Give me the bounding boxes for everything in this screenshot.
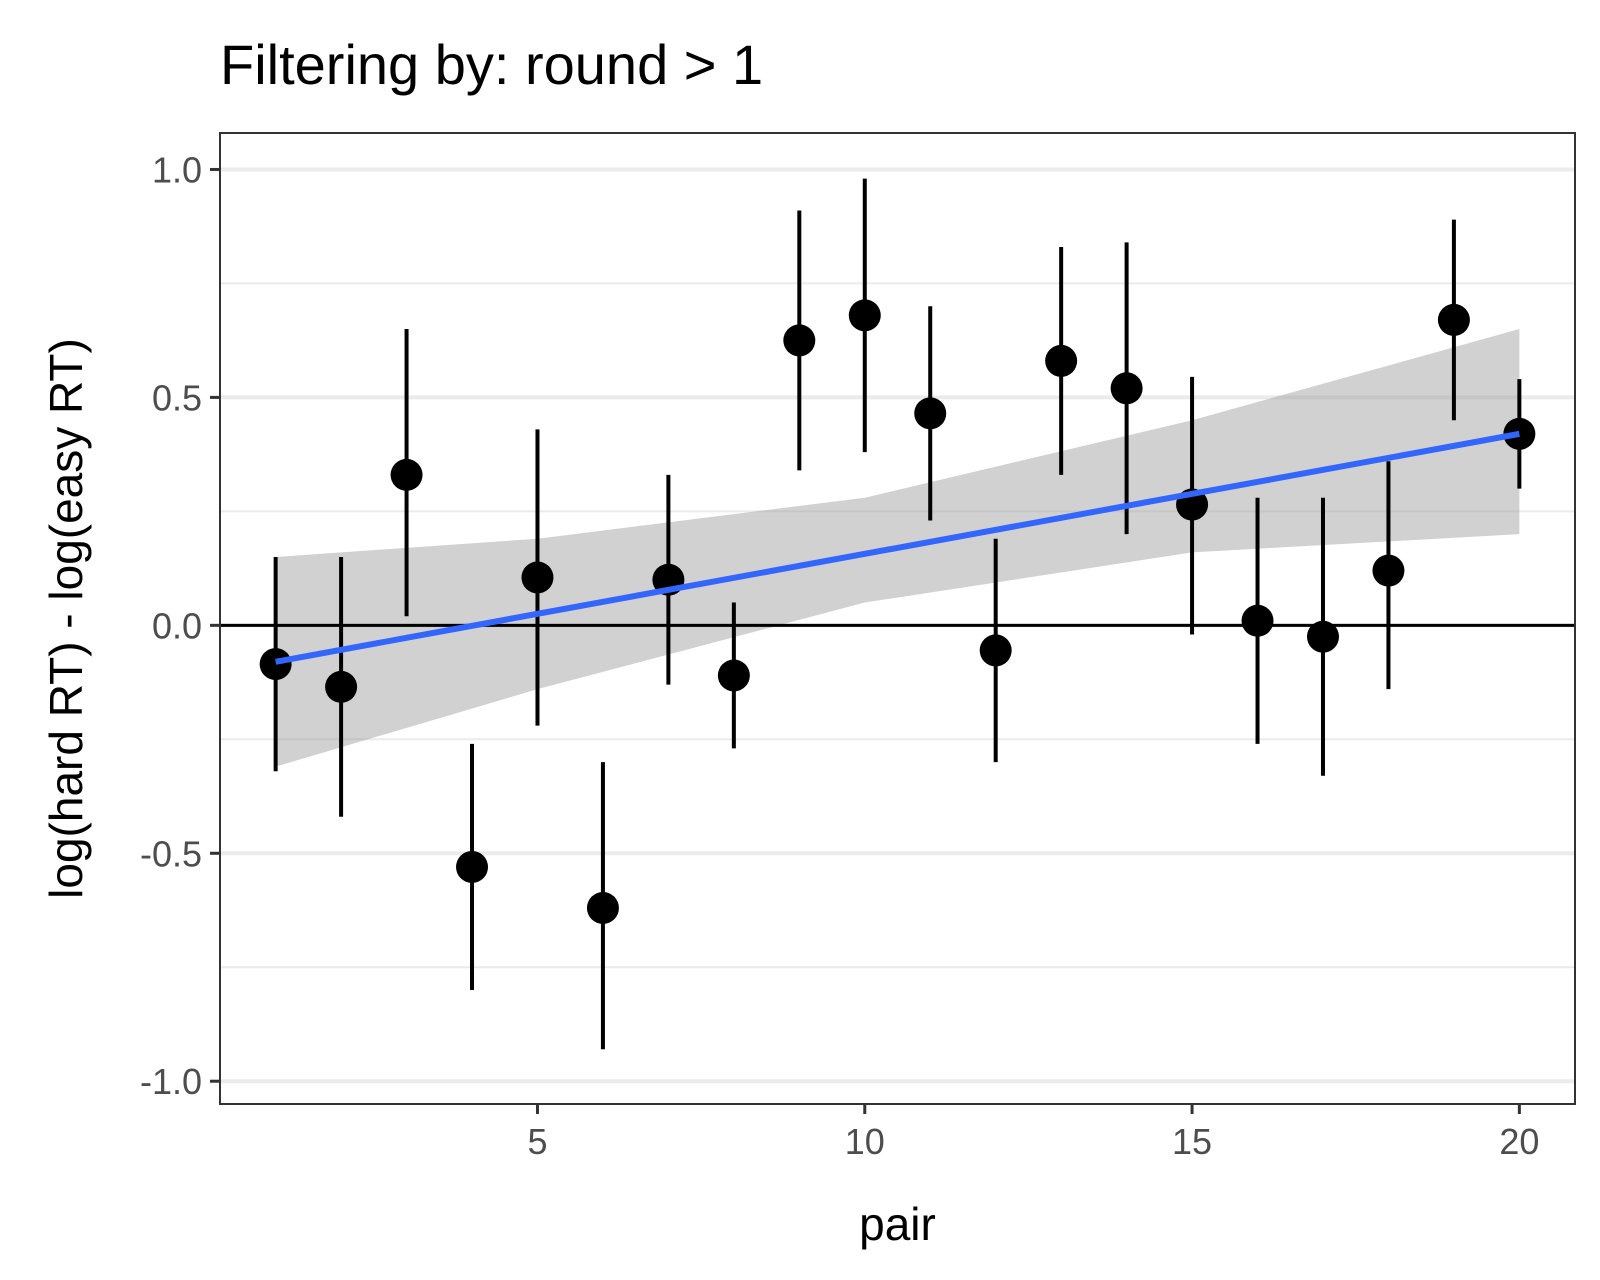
data-point — [717, 659, 750, 692]
x-tick-label: 20 — [1499, 1121, 1539, 1162]
y-tick-label: 1.0 — [152, 149, 202, 190]
data-point — [1372, 554, 1405, 587]
y-axis-label: log(hard RT) - log(easy RT) — [40, 338, 92, 899]
axes-layer: -1.0 -0.5 0.0 0.5 1.0 5 10 15 20 — [140, 149, 1539, 1162]
trend-line — [275, 430, 1520, 665]
y-tick-label: -0.5 — [140, 833, 202, 874]
data-point — [1110, 372, 1143, 405]
points-layer — [259, 299, 1536, 924]
x-axis-label: pair — [859, 1198, 936, 1250]
y-tick-label: 0.0 — [152, 605, 202, 646]
data-point — [586, 891, 619, 924]
x-tick-label: 10 — [845, 1121, 885, 1162]
data-point — [783, 324, 816, 357]
data-point — [979, 634, 1012, 667]
data-point — [914, 397, 947, 430]
x-tick-label: 5 — [527, 1121, 547, 1162]
data-point — [1241, 604, 1274, 637]
data-point — [521, 561, 554, 594]
y-tick-label: -1.0 — [140, 1061, 202, 1102]
x-tick-label: 15 — [1172, 1121, 1212, 1162]
data-point — [848, 299, 881, 332]
data-point — [1306, 620, 1339, 653]
data-point — [390, 458, 423, 491]
data-point — [1045, 344, 1078, 377]
data-point — [456, 850, 489, 883]
data-point — [1437, 303, 1470, 336]
y-tick-label: 0.5 — [152, 377, 202, 418]
data-point — [325, 670, 358, 703]
chart-title: Filtering by: round > 1 — [220, 33, 763, 96]
panel-border — [219, 132, 1576, 1105]
data-point — [259, 648, 292, 681]
